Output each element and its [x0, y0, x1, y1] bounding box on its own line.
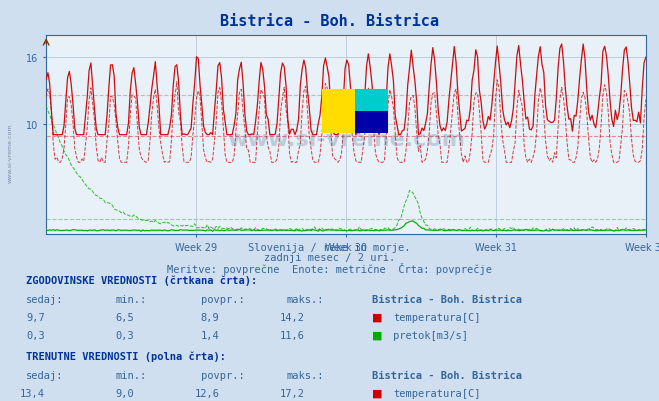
- Text: 0,3: 0,3: [26, 330, 45, 340]
- Text: zadnji mesec / 2 uri.: zadnji mesec / 2 uri.: [264, 253, 395, 263]
- Text: 9,7: 9,7: [26, 312, 45, 322]
- Text: 14,2: 14,2: [280, 312, 305, 322]
- Text: 0,3: 0,3: [115, 330, 134, 340]
- Text: pretok[m3/s]: pretok[m3/s]: [393, 330, 469, 340]
- Text: 17,2: 17,2: [280, 388, 305, 398]
- Text: 12,6: 12,6: [194, 388, 219, 398]
- Text: 1,4: 1,4: [201, 330, 219, 340]
- Text: www.si-vreme.com: www.si-vreme.com: [8, 123, 13, 182]
- Text: www.si-vreme.com: www.si-vreme.com: [227, 130, 465, 149]
- Text: min.:: min.:: [115, 370, 146, 380]
- Text: ■: ■: [372, 330, 383, 340]
- Text: sedaj:: sedaj:: [26, 294, 64, 304]
- Text: Slovenija / reke in morje.: Slovenija / reke in morje.: [248, 243, 411, 253]
- Text: povpr.:: povpr.:: [201, 294, 244, 304]
- Text: Bistrica - Boh. Bistrica: Bistrica - Boh. Bistrica: [372, 370, 523, 380]
- Bar: [355, 111, 388, 134]
- Text: temperatura[C]: temperatura[C]: [393, 312, 481, 322]
- Text: Meritve: povprečne  Enote: metrične  Črta: povprečje: Meritve: povprečne Enote: metrične Črta:…: [167, 263, 492, 275]
- Text: TRENUTNE VREDNOSTI (polna črta):: TRENUTNE VREDNOSTI (polna črta):: [26, 351, 226, 361]
- Text: Bistrica - Boh. Bistrica: Bistrica - Boh. Bistrica: [372, 294, 523, 304]
- Text: sedaj:: sedaj:: [26, 370, 64, 380]
- Text: 13,4: 13,4: [20, 388, 45, 398]
- Text: 6,5: 6,5: [115, 312, 134, 322]
- Text: 9,0: 9,0: [115, 388, 134, 398]
- Text: 11,6: 11,6: [280, 330, 305, 340]
- Text: povpr.:: povpr.:: [201, 370, 244, 380]
- Bar: [322, 90, 355, 134]
- Text: min.:: min.:: [115, 294, 146, 304]
- Text: maks.:: maks.:: [287, 294, 324, 304]
- Text: maks.:: maks.:: [287, 370, 324, 380]
- Text: ■: ■: [372, 312, 383, 322]
- Text: Bistrica - Boh. Bistrica: Bistrica - Boh. Bistrica: [220, 14, 439, 29]
- Text: 8,9: 8,9: [201, 312, 219, 322]
- Bar: [355, 90, 388, 111]
- Text: ZGODOVINSKE VREDNOSTI (črtkana črta):: ZGODOVINSKE VREDNOSTI (črtkana črta):: [26, 275, 258, 285]
- Text: ■: ■: [372, 388, 383, 398]
- Text: temperatura[C]: temperatura[C]: [393, 388, 481, 398]
